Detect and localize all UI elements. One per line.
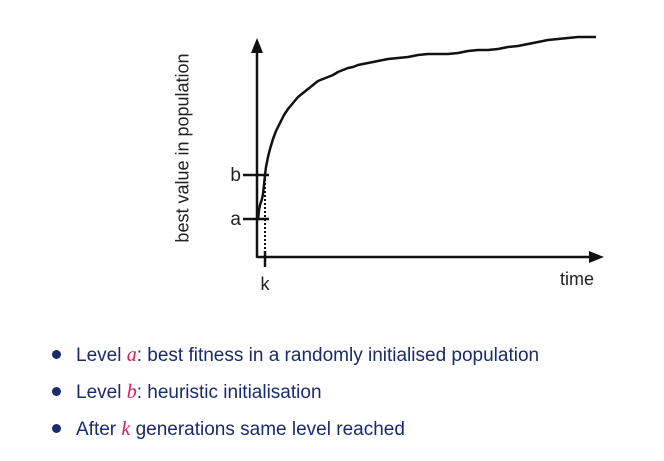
marks-group: a b k (230, 35, 596, 294)
y-axis-label: best value in population (172, 53, 193, 243)
bullet-item: Level b: heuristic initialisation (52, 377, 539, 414)
y-axis-arrow (251, 38, 263, 53)
bullet-icon (52, 350, 61, 359)
variable-k: k (121, 418, 131, 440)
x-axis-arrow (589, 251, 604, 263)
y-marker-label-a: a (230, 209, 241, 230)
axes (251, 38, 604, 263)
bullet-item: After k generations same level reached (52, 414, 539, 451)
variable-a: a (126, 344, 137, 366)
bullet-icon (52, 424, 61, 433)
fitness-curve (256, 35, 596, 220)
x-marker-label-k: k (261, 274, 271, 294)
bullet-list: Level a: best fitness in a randomly init… (52, 340, 539, 451)
fitness-chart: a b k time (230, 35, 604, 294)
x-axis-label: time (560, 269, 594, 289)
bullet-icon (52, 387, 61, 396)
y-marker-label-b: b (230, 165, 241, 186)
variable-b: b (126, 381, 137, 403)
bullet-item: Level a: best fitness in a randomly init… (52, 340, 539, 377)
